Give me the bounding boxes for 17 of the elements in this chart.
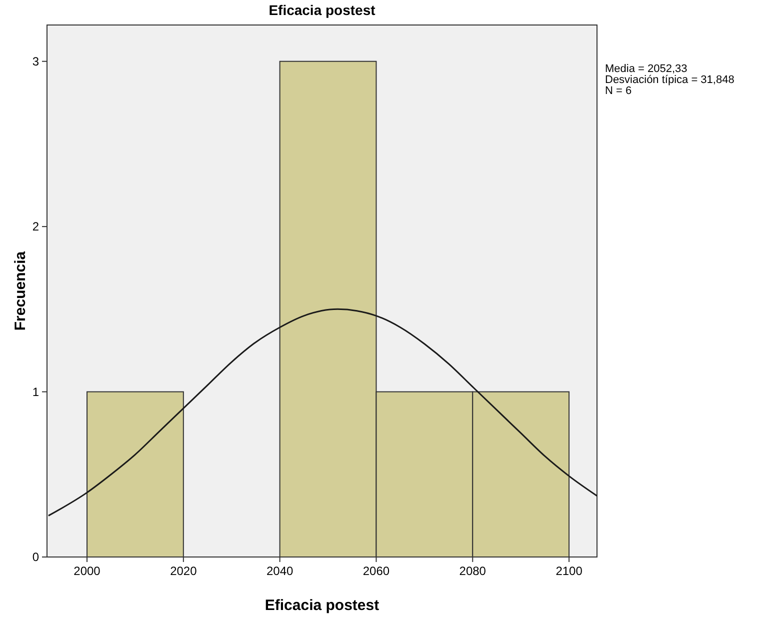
x-axis-title: Eficacia postest: [264, 597, 380, 614]
y-tick-label: 1: [32, 384, 40, 399]
x-tick-label: 2060: [362, 564, 390, 578]
text: Media = 2052,33: [605, 63, 688, 75]
y-tick-label: 0: [32, 550, 40, 564]
x-tick-label: 2100: [556, 564, 583, 578]
y-axis-title: Frecuencia: [12, 250, 29, 331]
x-tick-label: 2020: [170, 564, 198, 578]
x-tick-label: 2040: [266, 564, 294, 578]
y-tick-label: 3: [32, 54, 40, 68]
x-tick-label: 2080: [459, 564, 486, 578]
line-series: [48, 308, 597, 516]
x-tick-label: 2000: [74, 564, 101, 578]
y-tick-label: 2: [32, 220, 40, 234]
text: N = 6: [605, 85, 632, 97]
text: Desviación típica = 31,848: [605, 74, 734, 86]
chart-title: Eficacia postest: [268, 2, 376, 18]
